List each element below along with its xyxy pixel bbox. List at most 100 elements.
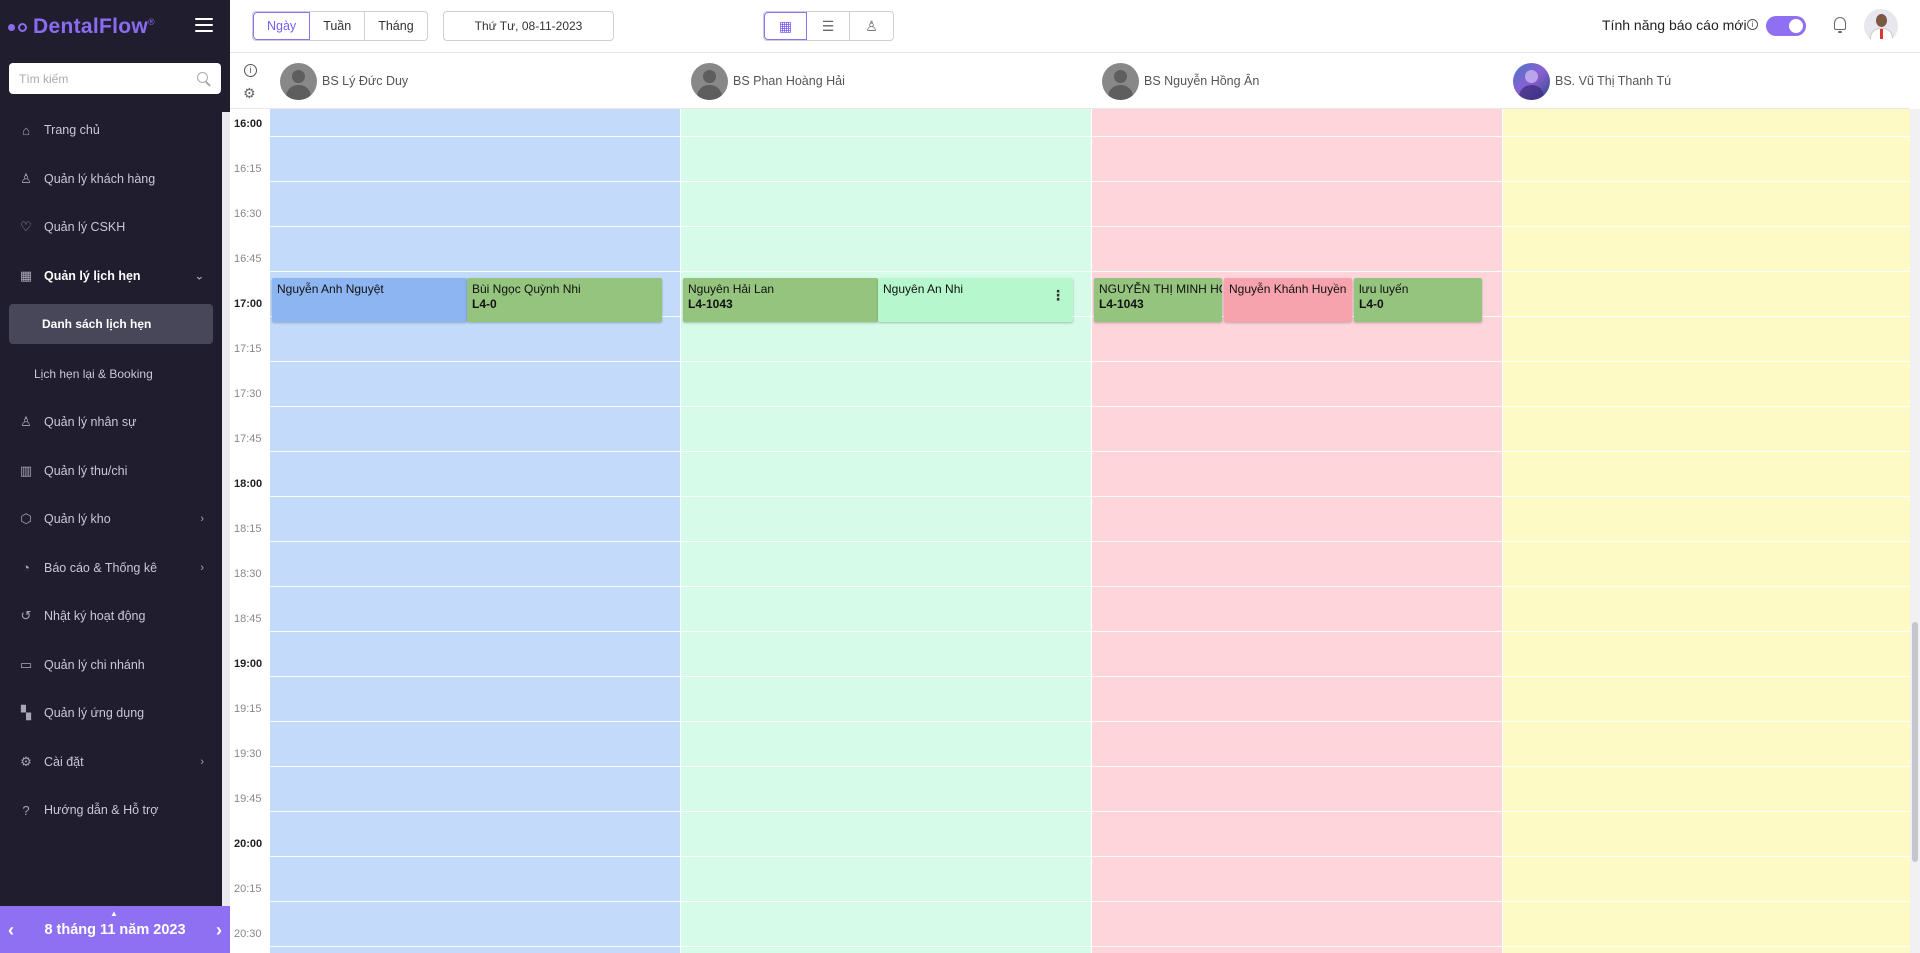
- home-icon: ⌂: [22, 122, 30, 138]
- grid-line: [268, 361, 1910, 362]
- sidebar-item-8[interactable]: ◔ Báo cáo & Thống kê ›: [0, 544, 222, 593]
- time-label: 17:45: [234, 433, 262, 445]
- box-icon: ⬡: [20, 511, 32, 527]
- time-column: 16:00 16:15 16:30 16:45 17:00 17:15 17:30 17:45…: [230, 109, 268, 953]
- list-view-icon[interactable]: ☰: [807, 12, 850, 40]
- calendar-view-icon[interactable]: ▦: [764, 12, 807, 40]
- appointment-code: L4-1043: [688, 297, 733, 311]
- bell-icon[interactable]: [1831, 15, 1849, 35]
- sidebar-item-1[interactable]: ⌂ Trang chủ: [0, 106, 222, 155]
- doctor-avatar: [280, 62, 317, 100]
- doctor-column[interactable]: [1503, 109, 1910, 953]
- chevron-right-icon: ›: [200, 561, 204, 574]
- sidebar-item-7[interactable]: ⬡ Quản lý kho ›: [0, 495, 222, 544]
- sidebar-item-label: Quản lý CSKH: [44, 220, 126, 235]
- tab-month[interactable]: Tháng: [378, 19, 414, 33]
- staff-view-icon[interactable]: ♙: [865, 17, 878, 34]
- doctor-header[interactable]: BS Phan Hoàng Hải: [691, 62, 845, 100]
- sidebar-item-5[interactable]: ♙ Quản lý nhân sự: [0, 398, 222, 447]
- appointment-code: L4-0: [1359, 297, 1384, 311]
- next-date-icon[interactable]: ›: [216, 920, 222, 940]
- sidebar-subitem-1[interactable]: Danh sách lịch hẹn: [9, 304, 213, 344]
- top-bar: Ngày Tuần Tháng Thứ Tư, 08-11-2023 ▦ ☰ ♙…: [230, 0, 1920, 53]
- doctor-header[interactable]: BS Lý Đức Duy: [280, 62, 408, 100]
- doctor-column[interactable]: [681, 109, 1091, 953]
- sidebar-item-label: Cài đặt: [44, 754, 84, 769]
- calendar-settings-icon[interactable]: ⚙: [243, 85, 256, 101]
- time-label: 19:30: [234, 748, 262, 760]
- view-tabs: Ngày Tuần Tháng: [252, 11, 428, 41]
- calendar-info-icon[interactable]: i: [244, 64, 257, 77]
- user-avatar[interactable]: [1864, 9, 1898, 43]
- time-label: 17:30: [234, 388, 262, 400]
- users-icon: ♙: [20, 414, 32, 430]
- new-report-toggle[interactable]: [1766, 16, 1806, 36]
- sidebar-item-label: Quản lý kho: [44, 512, 111, 527]
- doctor-column[interactable]: [270, 109, 680, 953]
- logo[interactable]: DentalFlow®: [8, 12, 155, 42]
- sidebar-subitem-2[interactable]: Lịch hẹn lại & Booking: [34, 366, 153, 381]
- tab-day[interactable]: Ngày: [253, 12, 311, 40]
- sidebar-item-3[interactable]: ♡ Quản lý CSKH: [0, 203, 222, 252]
- time-label: 19:00: [234, 658, 263, 670]
- caret-up-icon[interactable]: ▲: [110, 909, 118, 918]
- time-label: 20:30: [234, 928, 262, 940]
- date-picker[interactable]: Thứ Tư, 08-11-2023: [443, 11, 614, 41]
- time-label: 17:00: [234, 298, 263, 310]
- calendar-grid: 16:00 16:15 16:30 16:45 17:00 17:15 17:30 17:45…: [230, 109, 1910, 953]
- chart-icon: ▥: [19, 462, 33, 478]
- doctor-header[interactable]: BS Nguyễn Hồng Ân: [1102, 62, 1259, 100]
- sidebar-item-label: Quản lý thu/chi: [44, 463, 128, 478]
- sidebar-item-label: Nhật ký hoạt động: [44, 609, 146, 624]
- search-icon[interactable]: [197, 71, 211, 86]
- search-input[interactable]: [19, 71, 197, 86]
- time-label: 16:00: [234, 118, 263, 130]
- chevron-right-icon: ›: [200, 513, 204, 526]
- sidebar-item-4[interactable]: ▦ Quản lý lịch hẹn ⌄: [0, 252, 222, 301]
- appointment-patient: NGUYỄN THỊ MINH HOÀ: [1099, 282, 1222, 296]
- grid-line: [268, 811, 1910, 812]
- appointment-patient: Nguyễn Khánh Huyền: [1229, 282, 1347, 296]
- sidebar-scrollbar[interactable]: [222, 112, 230, 907]
- appointment-card[interactable]: Nguyễn Anh Nguyệt: [272, 278, 467, 322]
- appointment-card[interactable]: Nguyên Hải Lan L4-1043: [683, 278, 878, 322]
- appointment-card[interactable]: NGUYỄN THỊ MINH HOÀL4-1043: [1094, 278, 1222, 322]
- logo-mark-icon: [8, 22, 27, 32]
- scrollbar-thumb[interactable]: [1912, 622, 1918, 862]
- grid-line: [268, 946, 1910, 947]
- doctor-header[interactable]: BS. Vũ Thị Thanh Tú: [1513, 62, 1671, 100]
- current-date-label[interactable]: 8 tháng 11 năm 2023: [44, 921, 186, 938]
- appointment-card[interactable]: lưu luyến L4-0: [1354, 278, 1482, 322]
- hand-heart-icon: ♡: [20, 219, 32, 235]
- sidebar-item-12[interactable]: ⚙ Cài đặt ›: [0, 738, 222, 787]
- prev-date-icon[interactable]: ‹: [8, 920, 14, 940]
- logo-text: DentalFlow®: [33, 15, 155, 38]
- appointment-patient: Nguyên Hải Lan: [688, 282, 775, 296]
- doctor-name: BS Lý Đức Duy: [322, 74, 409, 88]
- sidebar-item-label: Quản lý chi nhánh: [44, 657, 145, 672]
- chevron-right-icon: ›: [200, 755, 204, 768]
- sidebar-search: [9, 63, 221, 94]
- sidebar-item-13[interactable]: ? Hướng dẫn & Hỗ trợ: [0, 786, 222, 835]
- sidebar-item-11[interactable]: ▚ Quản lý ứng dụng: [0, 689, 222, 738]
- sidebar-item-2[interactable]: ♙ Quản lý khách hàng: [0, 155, 222, 204]
- grid-line: [268, 901, 1910, 902]
- appointment-card[interactable]: Bùi Ngọc Quỳnh Nhi L4-0: [467, 278, 662, 322]
- sidebar-item-9[interactable]: ↺ Nhật ký hoạt động: [0, 592, 222, 641]
- more-options-icon[interactable]: ⋮: [1051, 287, 1065, 303]
- info-icon[interactable]: i: [1747, 19, 1758, 30]
- doctor-column[interactable]: [1092, 109, 1502, 953]
- grid-line: [268, 586, 1910, 587]
- sidebar-item-6[interactable]: ▥ Quản lý thu/chi: [0, 447, 222, 496]
- sidebar-item-label: Báo cáo & Thống kê: [44, 560, 158, 575]
- gear-icon: ⚙: [20, 753, 32, 769]
- appointment-card[interactable]: Nguyễn Khánh Huyền: [1224, 278, 1352, 322]
- hamburger-menu-icon[interactable]: [195, 18, 213, 32]
- doctor-avatar: [1102, 62, 1139, 100]
- tab-week[interactable]: Tuần: [310, 12, 366, 40]
- doctor-avatar: [1513, 62, 1550, 100]
- grid-line: [268, 451, 1910, 452]
- appointment-card[interactable]: Nguyên An Nhi ⋮: [878, 278, 1073, 322]
- calendar-scrollbar[interactable]: [1910, 109, 1920, 953]
- sidebar-item-10[interactable]: ▭ Quản lý chi nhánh: [0, 641, 222, 690]
